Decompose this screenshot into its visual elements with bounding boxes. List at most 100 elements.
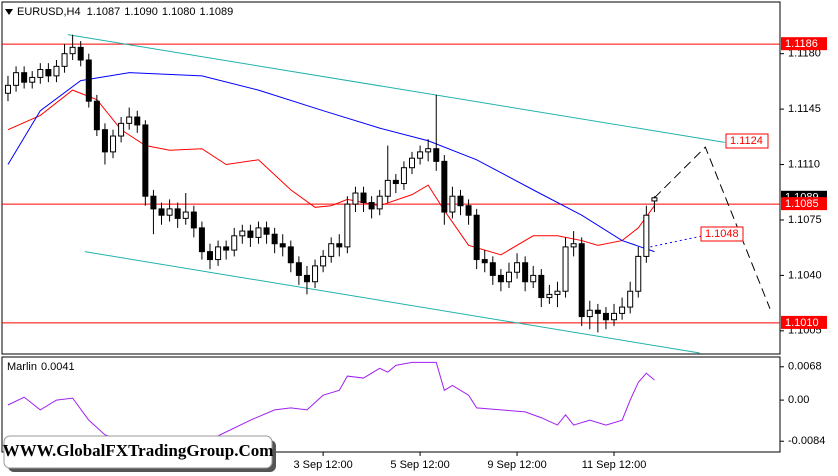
candle-body [578,243,585,318]
candle-body [344,203,351,248]
candle-body [627,290,634,308]
candle-body [142,124,149,197]
candle-body [61,53,68,67]
candle-body [594,309,601,314]
level-label: 1.1186 [785,38,818,50]
indicator-tick-label: 0.00 [788,394,809,406]
candle-body [263,227,270,235]
y-tick-label: 1.1040 [788,269,822,281]
candle-body [69,46,76,55]
candle-body [465,205,472,216]
y-tick-label: 1.1180 [788,48,821,60]
candle-body [352,192,359,205]
watermark: WWW.GlobalFXTradingGroup.Com [3,441,274,460]
candle-body [37,69,44,78]
candle-body [570,243,577,248]
candle-body [223,246,230,251]
level-label: 1.1085 [785,198,819,210]
y-tick-label: 1.1145 [788,103,821,115]
candle-body [602,312,609,321]
candle-body [392,179,399,185]
candle-body [384,179,391,197]
candle-body [101,129,108,153]
candle-body [126,116,133,124]
candle-body [134,116,141,126]
watermark-box [3,435,273,469]
candle-body [13,72,20,86]
candle-body [93,100,100,131]
annotation-label: 1.1124 [730,135,763,147]
candle-body [530,274,537,283]
candle-body [215,246,222,261]
candle-body [368,202,375,210]
candle-body [522,262,529,283]
candle-body [619,306,626,314]
candle-body [489,262,496,276]
channel-line [67,34,725,143]
candle-body [182,211,189,219]
candle-body [303,274,310,283]
candle-body [29,76,36,83]
menu-triangle [5,9,13,15]
indicator-tick-label: 0.0068 [788,361,822,373]
candle-body [457,195,464,207]
channel-line [84,251,700,354]
ma-extension [650,235,704,248]
candle-body [190,211,197,229]
candle-body [400,167,407,185]
candle-body [441,160,448,213]
indicator-pane [1,356,781,453]
candle-body [586,309,593,318]
candle-body [271,233,278,245]
indicator-tick-label: -0.0084 [788,435,825,447]
annotation-box [700,226,744,242]
x-tick-label: 5 Sep 12:00 [390,459,449,471]
candle-body [417,151,424,159]
candle-body [360,192,367,204]
indicator-value: 0.0041 [41,361,75,373]
candle-body [53,65,60,77]
symbol: EURUSD,H4 [17,6,81,18]
candle-body [255,227,262,238]
candle-body [635,255,642,292]
annotation-box [725,133,769,149]
candle-body [497,274,504,283]
candle-body [473,214,480,261]
candle-body [449,195,456,213]
candle-body [328,243,335,257]
candle-body [77,46,84,61]
level-label-box [781,37,827,51]
candle-body [287,246,294,264]
candle-body [166,208,173,216]
level-label-box [781,197,827,211]
candle-body [320,255,327,267]
candle-body [174,208,181,219]
candle-body [110,135,117,153]
candle-body [150,195,157,210]
indicator-name: Marlin [7,361,37,373]
candle-body [239,230,246,237]
candle-body [538,274,545,299]
ohlc-close: 1.1089 [200,6,234,18]
candle-body [376,195,383,210]
candle-body [554,290,561,295]
candle-body [295,262,302,276]
x-tick-label: 11 Sep 12:00 [582,459,647,471]
candle-body [505,271,512,283]
candle-body [643,214,650,257]
candle-body [231,235,238,251]
candle-body [562,246,569,292]
level-label: 1.1010 [785,317,819,329]
candle-body [425,148,432,153]
candle-body [247,230,254,238]
candle-body [21,72,28,83]
candle-body [118,122,125,137]
candle-body [611,312,618,321]
forecast-line [654,146,771,309]
level-label-box [781,315,827,329]
candle-body [546,293,553,299]
candle-body [481,259,488,264]
x-tick-label: 9 Sep 12:00 [487,459,546,471]
y-tick-label: 1.1075 [788,214,822,226]
